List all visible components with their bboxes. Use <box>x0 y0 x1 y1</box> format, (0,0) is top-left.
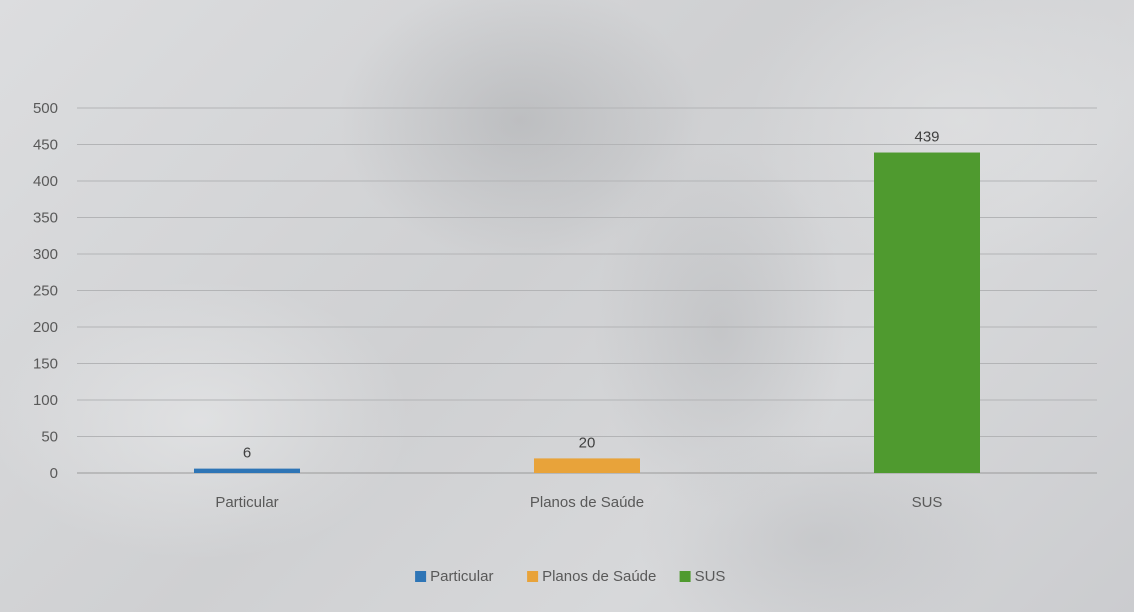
data-label: 20 <box>579 434 596 451</box>
y-tick-label: 0 <box>50 465 58 482</box>
y-tick-label: 450 <box>33 137 58 154</box>
legend-label: Particular <box>430 568 493 585</box>
y-tick-label: 350 <box>33 210 58 227</box>
y-tick-label: 300 <box>33 246 58 263</box>
category-label: Planos de Saúde <box>530 494 644 511</box>
y-tick-label: 50 <box>41 429 58 446</box>
y-tick-label: 500 <box>33 100 58 117</box>
y-tick-label: 100 <box>33 392 58 409</box>
legend-swatch <box>415 571 427 582</box>
y-tick-label: 400 <box>33 173 58 190</box>
category-label: SUS <box>912 494 943 511</box>
data-label: 6 <box>243 445 251 462</box>
gridlines <box>77 107 1097 474</box>
bar-sus <box>874 152 980 473</box>
data-labels: 6 20 439 <box>243 129 940 462</box>
bars <box>194 152 980 473</box>
legend: Particular Planos de Saúde SUS <box>415 568 725 585</box>
data-label: 439 <box>914 129 939 146</box>
legend-label: Planos de Saúde <box>542 568 656 585</box>
legend-label: SUS <box>695 568 726 585</box>
legend-swatch <box>679 571 691 582</box>
y-tick-label: 200 <box>33 319 58 336</box>
y-axis-ticks: 0 50 100 150 200 250 300 350 400 450 500 <box>33 100 58 482</box>
bar-planos-de-saúde <box>534 458 640 473</box>
x-axis-categories: Particular Planos de Saúde SUS <box>215 494 942 511</box>
y-tick-label: 250 <box>33 283 58 300</box>
legend-swatch <box>527 571 539 582</box>
y-tick-label: 150 <box>33 356 58 373</box>
bar-particular <box>194 468 300 473</box>
category-label: Particular <box>215 494 278 511</box>
